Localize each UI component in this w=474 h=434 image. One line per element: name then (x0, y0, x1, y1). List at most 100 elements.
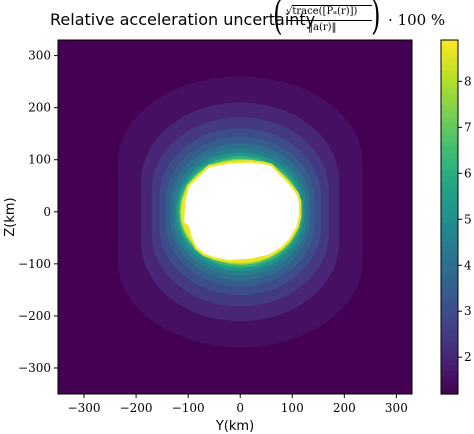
colorbar-step (441, 57, 458, 65)
blank-region (181, 160, 302, 263)
colorbar-step (441, 376, 458, 383)
colorbar-step (441, 93, 458, 100)
colorbar-step (441, 110, 458, 118)
colorbar-step (441, 193, 458, 200)
colorbar-step (441, 388, 458, 395)
colorbar-step (441, 87, 458, 94)
colorbar-step (441, 134, 458, 141)
colorbar-step (441, 352, 458, 360)
colorbar-step (441, 246, 458, 253)
x-tick-label: −300 (68, 401, 101, 415)
y-tick-label: 200 (28, 101, 51, 115)
colorbar-tick-label: 2 (464, 350, 472, 364)
colorbar-step (441, 228, 458, 236)
y-axis-label: Z(km) (3, 197, 18, 236)
colorbar-step (441, 99, 458, 106)
colorbar-step (441, 270, 458, 277)
y-tick-label: −100 (18, 257, 51, 271)
colorbar-step (441, 211, 458, 218)
colorbar-tick-label: 5 (464, 212, 472, 226)
y-tick-label: 100 (28, 153, 51, 167)
x-tick-label: 0 (236, 401, 244, 415)
colorbar-step (441, 217, 458, 224)
x-tick-label: 200 (333, 401, 356, 415)
colorbar-step (441, 299, 458, 307)
title-text: Relative acceleration uncertainty (50, 10, 316, 29)
sqrt-bar (292, 5, 372, 6)
colorbar-step (441, 40, 458, 47)
plot-frame (57, 39, 413, 395)
colorbar-step (441, 45, 458, 53)
chart-title: Relative acceleration uncertainty ( √tra… (20, 0, 445, 42)
colorbar-step (441, 69, 458, 76)
colorbar-step (441, 258, 458, 265)
colorbar-step (441, 158, 458, 165)
x-tick-label: −200 (120, 401, 153, 415)
colorbar-tick-label: 3 (464, 304, 472, 318)
y-axis: −300 −200 −100 0 100 200 300 (18, 49, 58, 375)
colorbar-step (441, 281, 458, 289)
colorbar-step (441, 199, 458, 206)
colorbar-tick-label: 4 (464, 258, 472, 272)
colorbar-step (441, 264, 458, 271)
colorbar-tick-label: 6 (464, 166, 472, 180)
formula-numerator: √trace([Pₐ(r)]) (286, 6, 358, 17)
colorbar-step (441, 181, 458, 189)
right-paren-glyph: ) (371, 0, 381, 39)
colorbar-step (441, 240, 458, 248)
x-tick-label: 300 (385, 401, 408, 415)
colorbar-step (441, 370, 458, 377)
colorbar-step (441, 128, 458, 135)
colorbar-step (441, 104, 458, 112)
y-tick-label: 0 (43, 205, 51, 219)
colorbar-step (441, 335, 458, 342)
fraction-bar (286, 20, 372, 21)
colorbar-tick-label: 7 (464, 120, 472, 134)
colorbar-step (441, 234, 458, 242)
colorbar-step (441, 305, 458, 312)
x-axis-label: Y(km) (215, 419, 254, 434)
colorbar-step (441, 163, 458, 171)
colorbar-frame (440, 39, 459, 395)
colorbar-step (441, 323, 458, 330)
colorbar-step (441, 382, 458, 389)
colorbar-step (441, 205, 458, 212)
colorbar-step (441, 63, 458, 71)
y-tick-label: 300 (28, 49, 51, 63)
colorbar-step (441, 81, 458, 88)
colorbar-step (441, 311, 458, 318)
y-tick-label: −300 (18, 361, 51, 375)
colorbar-step (441, 317, 458, 324)
colorbar-step (441, 140, 458, 147)
formula-tail: · 100 % (388, 11, 446, 29)
colorbar-step (441, 152, 458, 159)
colorbar-step (441, 287, 458, 295)
colorbar-step (441, 340, 458, 348)
colorbar-step (441, 51, 458, 59)
colorbar-step (441, 222, 458, 230)
colorbar-step (441, 293, 458, 301)
x-tick-label: −100 (172, 401, 205, 415)
colorbar-step (441, 346, 458, 354)
colorbar-step (441, 175, 458, 183)
colorbar-step (441, 364, 458, 371)
colorbar-step (441, 358, 458, 366)
y-tick-label: −200 (18, 309, 51, 323)
colorbar-step (441, 187, 458, 194)
colorbar-step (441, 116, 458, 124)
colorbar: 2 3 4 5 6 7 8 (440, 39, 472, 395)
colorbar-step (441, 146, 458, 153)
colorbar-step (441, 252, 458, 259)
colorbar-step (441, 122, 458, 130)
title-formula: ( √trace([Pₐ(r)]) ‖a(r)‖ ) · 100 % (270, 0, 445, 42)
formula-denominator: ‖a(r)‖ (308, 22, 337, 33)
colorbar-step (441, 75, 458, 82)
colorbar-tick-label: 8 (464, 74, 472, 88)
x-axis: −300 −200 −100 0 100 200 300 (68, 394, 408, 415)
x-tick-label: 100 (281, 401, 304, 415)
colorbar-step (441, 329, 458, 336)
left-paren-glyph: ( (273, 0, 283, 39)
colorbar-step (441, 276, 458, 283)
colorbar-step (441, 169, 458, 177)
